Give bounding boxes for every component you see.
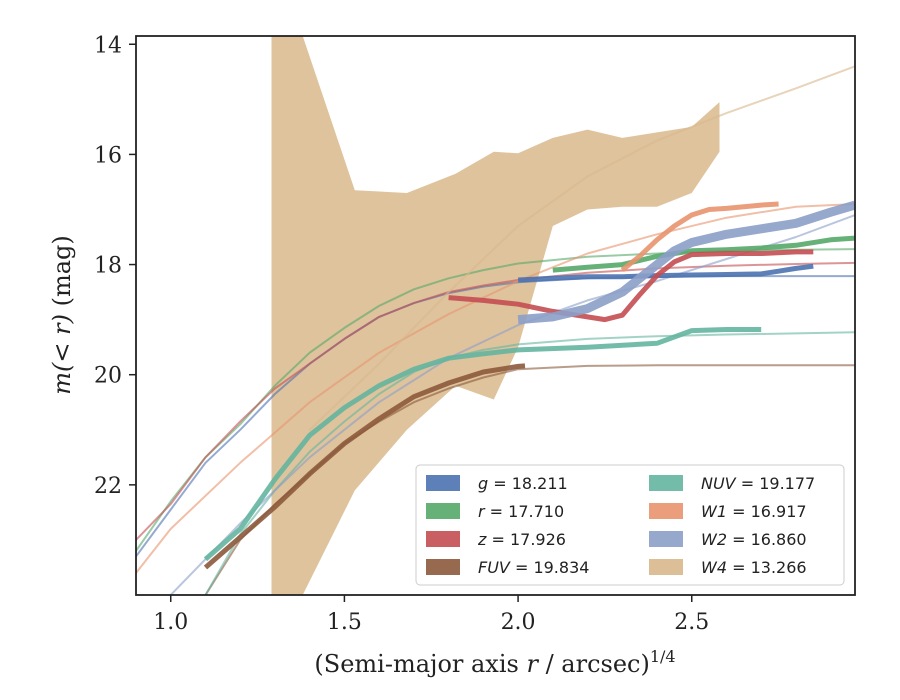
legend-label: z = 17.926 (477, 530, 566, 549)
legend-swatch (649, 531, 683, 547)
series-model-w1 (136, 203, 855, 574)
legend-label: W1 = 16.917 (701, 502, 807, 521)
legend-swatch (426, 475, 460, 491)
legend-swatch (426, 531, 460, 547)
axes: 1.0 1.5 2.0 2.5 14 16 18 20 22 (94, 33, 709, 635)
legend-label: W2 = 16.860 (701, 530, 807, 549)
legend-item-fuv: FUV = 19.834 (426, 558, 589, 577)
plot-frame (135, 35, 856, 596)
legend-frame (415, 464, 845, 586)
y-tick-label: 18 (94, 254, 122, 279)
legend-swatch (649, 475, 683, 491)
legend-item-w1: W1 = 16.917 (649, 502, 807, 521)
legend-swatch (649, 503, 683, 519)
x-tick-label: 2.0 (501, 610, 536, 635)
legend-item-w2: W2 = 16.860 (649, 530, 807, 549)
y-tick-label: 16 (94, 143, 122, 168)
legend-label: W4 = 13.266 (701, 558, 807, 577)
series-model-z (136, 261, 855, 541)
legend: g = 18.211 r = 17.710 z = 17.926 FUV = 19.8… (415, 464, 845, 586)
series-observed-w1 (620, 201, 779, 273)
y-tick-label: 14 (94, 33, 122, 58)
y-tick-label: 20 (94, 364, 122, 389)
x-tick-label: 1.5 (327, 610, 362, 635)
series-observed-nuv (203, 327, 762, 562)
legend-label: FUV = 19.834 (478, 558, 589, 577)
legend-item-r: r = 17.710 (426, 502, 564, 521)
y-axis-label: m(< r) (mag) (48, 235, 76, 395)
x-tick-label: 1.0 (153, 610, 188, 635)
legend-item-g: g = 18.211 (426, 474, 568, 493)
legend-swatch (426, 559, 460, 575)
series-observed-w2 (517, 200, 855, 325)
y-tick-label: 22 (94, 474, 122, 499)
series-observed-z (448, 249, 814, 323)
series-model-w4 (308, 65, 855, 431)
legend-item-z: z = 17.926 (426, 530, 566, 549)
legend-label: NUV = 19.177 (701, 474, 815, 493)
x-tick-label: 2.5 (674, 610, 709, 635)
legend-swatch (649, 559, 683, 575)
plot-area (136, 36, 855, 595)
legend-item-nuv: NUV = 19.177 (649, 474, 815, 493)
x-axis-label: (Semi-major axis r / arcsec)1/4 (314, 647, 675, 678)
legend-label: r = 17.710 (478, 502, 564, 521)
series-observed-fuv (203, 363, 526, 570)
series-observed-r (552, 235, 855, 273)
legend-label: g = 18.211 (478, 474, 568, 493)
series-band-w4 (271, 36, 720, 595)
legend-item-w4: W4 = 13.266 (649, 558, 807, 577)
legend-swatch (426, 503, 460, 519)
series-observed-g (517, 263, 814, 283)
